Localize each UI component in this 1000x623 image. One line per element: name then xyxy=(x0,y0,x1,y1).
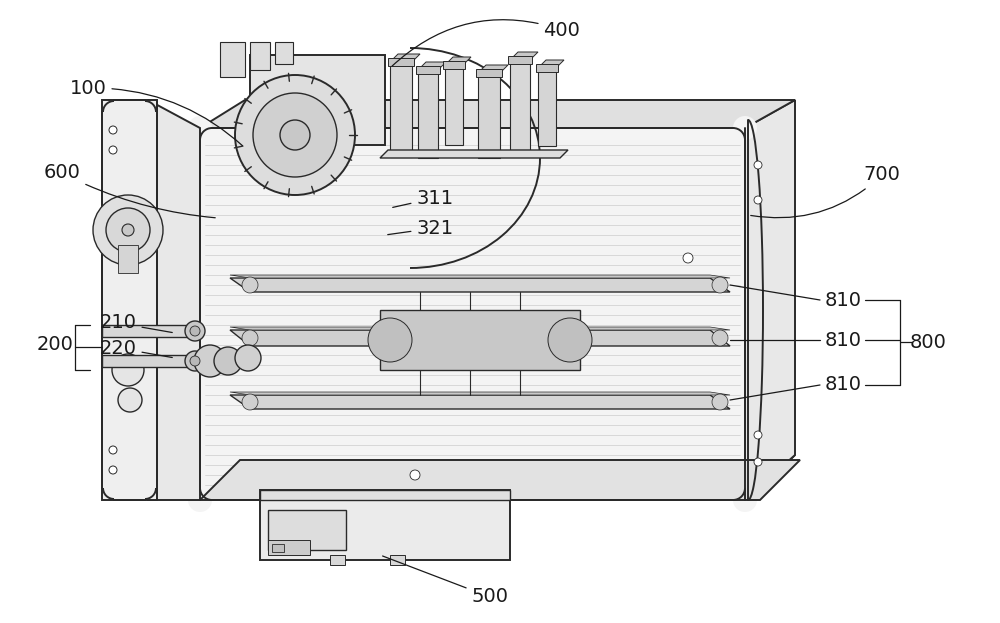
Polygon shape xyxy=(200,460,800,500)
Bar xyxy=(330,555,345,565)
Circle shape xyxy=(733,116,757,140)
Text: 700: 700 xyxy=(751,166,900,217)
Circle shape xyxy=(190,356,200,366)
Polygon shape xyxy=(390,54,420,62)
Circle shape xyxy=(188,488,212,512)
Polygon shape xyxy=(200,128,745,500)
Polygon shape xyxy=(745,100,795,500)
Circle shape xyxy=(109,126,117,134)
Bar xyxy=(390,555,405,565)
Circle shape xyxy=(118,388,142,412)
Polygon shape xyxy=(510,52,538,60)
Circle shape xyxy=(185,321,205,341)
Bar xyxy=(390,62,412,157)
Circle shape xyxy=(754,458,762,466)
Circle shape xyxy=(280,120,310,150)
Circle shape xyxy=(112,354,144,386)
Text: 100: 100 xyxy=(70,78,243,146)
Bar xyxy=(275,42,293,64)
Bar xyxy=(102,100,157,500)
Circle shape xyxy=(109,446,117,454)
Polygon shape xyxy=(478,65,508,73)
Bar xyxy=(478,73,500,158)
Text: 810: 810 xyxy=(824,330,862,350)
Circle shape xyxy=(190,326,200,336)
Circle shape xyxy=(106,208,150,252)
Circle shape xyxy=(235,345,261,371)
Circle shape xyxy=(194,345,226,377)
Text: 500: 500 xyxy=(383,556,509,607)
Circle shape xyxy=(754,431,762,439)
Polygon shape xyxy=(102,355,200,367)
Circle shape xyxy=(410,470,420,480)
Circle shape xyxy=(754,161,762,169)
Polygon shape xyxy=(230,330,730,346)
Circle shape xyxy=(242,394,258,410)
Circle shape xyxy=(235,75,355,195)
Bar xyxy=(536,64,558,72)
Bar xyxy=(508,56,532,64)
Circle shape xyxy=(712,277,728,293)
Bar xyxy=(445,65,463,145)
Bar xyxy=(538,68,556,146)
Circle shape xyxy=(109,466,117,474)
Polygon shape xyxy=(230,278,730,292)
Text: 800: 800 xyxy=(910,333,946,351)
Polygon shape xyxy=(230,395,730,409)
Bar xyxy=(443,61,465,69)
Circle shape xyxy=(253,93,337,177)
Circle shape xyxy=(733,488,757,512)
Text: 311: 311 xyxy=(393,189,454,207)
Polygon shape xyxy=(230,275,730,278)
Circle shape xyxy=(368,318,412,362)
Polygon shape xyxy=(230,392,730,395)
Polygon shape xyxy=(418,62,446,70)
Polygon shape xyxy=(200,100,795,128)
Bar xyxy=(220,42,245,77)
Text: 200: 200 xyxy=(37,336,73,354)
Circle shape xyxy=(683,253,693,263)
Text: 600: 600 xyxy=(44,163,215,218)
Bar xyxy=(268,540,310,555)
Bar xyxy=(272,544,284,552)
Circle shape xyxy=(242,277,258,293)
Polygon shape xyxy=(380,150,568,158)
Bar xyxy=(268,510,346,550)
Text: 321: 321 xyxy=(388,219,454,237)
Text: 210: 210 xyxy=(100,313,172,333)
Circle shape xyxy=(93,195,163,265)
Bar xyxy=(476,69,502,77)
Bar xyxy=(118,245,138,273)
Polygon shape xyxy=(445,57,471,65)
Polygon shape xyxy=(195,455,795,500)
Text: 810: 810 xyxy=(824,290,862,310)
Circle shape xyxy=(214,347,242,375)
Circle shape xyxy=(188,116,212,140)
Circle shape xyxy=(754,196,762,204)
Bar xyxy=(250,55,385,145)
Circle shape xyxy=(712,394,728,410)
Polygon shape xyxy=(260,490,510,500)
Text: 220: 220 xyxy=(100,338,172,358)
Circle shape xyxy=(548,318,592,362)
Polygon shape xyxy=(538,60,564,68)
Circle shape xyxy=(242,330,258,346)
Polygon shape xyxy=(102,325,200,337)
Circle shape xyxy=(109,146,117,154)
Circle shape xyxy=(185,351,205,371)
Bar xyxy=(418,70,438,158)
Polygon shape xyxy=(148,100,200,500)
Bar xyxy=(388,58,414,66)
Bar xyxy=(260,490,510,560)
Bar xyxy=(250,42,270,70)
Bar xyxy=(510,60,530,150)
Bar xyxy=(380,310,580,370)
Text: 810: 810 xyxy=(824,376,862,394)
Bar xyxy=(416,66,440,74)
Text: 400: 400 xyxy=(392,20,580,66)
Circle shape xyxy=(122,224,134,236)
Circle shape xyxy=(712,330,728,346)
Polygon shape xyxy=(230,327,730,330)
